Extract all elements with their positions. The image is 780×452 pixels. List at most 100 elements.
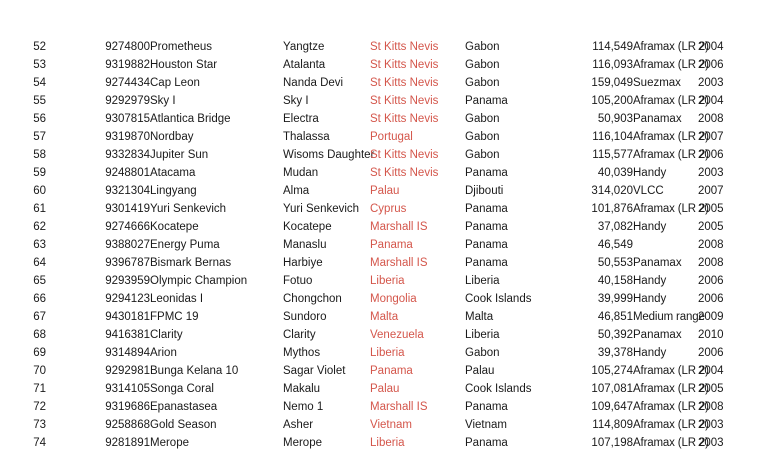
cell-name: Kocatepe	[150, 221, 199, 233]
cell-dwt: 39,378	[597, 347, 633, 359]
cell-dwt: 37,082	[597, 221, 633, 233]
cell-vessel: Nanda Devi	[283, 77, 344, 89]
cell-vessel: Asher	[283, 419, 314, 431]
cell-flag: Mongolia	[370, 293, 417, 305]
cell-dwt: 114,549	[592, 41, 633, 53]
cell-flag: Panama	[370, 365, 413, 377]
cell-rank: 61	[33, 203, 46, 215]
cell-vessel: Atalanta	[283, 59, 326, 71]
cell-type: Aframax (LR 2)	[633, 41, 709, 53]
cell-vessel: Mudan	[283, 167, 319, 179]
cell-vessel: Harbiye	[283, 257, 323, 269]
table-row: 65 9293959 Olympic Champion Fotuo Liberia Lib…	[0, 272, 780, 290]
cell-spacer	[46, 362, 102, 380]
cell-year: 2006	[698, 59, 724, 71]
cell-owner: Malta	[465, 311, 494, 323]
cell-dwt: 115,577	[592, 149, 633, 161]
table-row: 55 9292979 Sky I Sky I St Kitts Nevis Panama 1…	[0, 92, 780, 110]
cell-vessel: Wisoms Daughter	[283, 149, 375, 161]
cell-vessel: Fotuo	[283, 275, 313, 287]
cell-type: Aframax (LR 2)	[633, 383, 709, 395]
cell-owner: Gabon	[465, 149, 500, 161]
cell-flag: St Kitts Nevis	[370, 77, 439, 89]
cell-vessel: Thalassa	[283, 131, 330, 143]
cell-rank: 57	[33, 131, 46, 143]
cell-year: 2008	[698, 113, 724, 125]
cell-spacer	[46, 344, 102, 362]
cell-owner: Panama	[465, 203, 508, 215]
cell-dwt: 159,049	[591, 77, 633, 89]
cell-owner: Panama	[465, 437, 508, 449]
cell-type: Aframax (LR 2)	[633, 365, 709, 377]
cell-name: Prometheus	[150, 41, 213, 53]
cell-imo: 9258868	[105, 419, 150, 431]
cell-name: Leonidas I	[150, 293, 204, 305]
cell-spacer	[46, 380, 102, 398]
cell-owner: Djibouti	[465, 185, 504, 197]
cell-year: 2003	[698, 167, 724, 179]
cell-type: Aframax (LR 2)	[633, 149, 709, 161]
cell-vessel: Alma	[283, 185, 310, 197]
cell-flag: Liberia	[370, 347, 405, 359]
cell-rank: 60	[33, 185, 46, 197]
table-row: 62 9274666 Kocatepe Kocatepe Marshall IS Pana…	[0, 218, 780, 236]
cell-spacer	[46, 434, 102, 452]
cell-flag: Portugal	[370, 131, 413, 143]
table-row: 68 9416381 Clarity Clarity Venezuela Liberia 5…	[0, 326, 780, 344]
cell-owner: Liberia	[465, 329, 500, 341]
cell-type: Aframax (LR 2)	[633, 401, 709, 413]
cell-vessel: Mythos	[283, 347, 321, 359]
cell-year: 2006	[698, 293, 724, 305]
cell-name: Clarity	[150, 329, 183, 341]
cell-imo: 9314105	[105, 383, 150, 395]
cell-imo: 9321304	[105, 185, 150, 197]
cell-year: 2005	[698, 383, 724, 395]
cell-rank: 67	[33, 311, 46, 323]
cell-year: 2010	[698, 329, 724, 341]
cell-rank: 54	[33, 77, 46, 89]
cell-imo: 9319686	[105, 401, 150, 413]
table-row: 64 9396787 Bismark Bernas Harbiye Marshall I…	[0, 254, 780, 272]
cell-type: VLCC	[633, 185, 664, 197]
cell-imo: 9307815	[105, 113, 150, 125]
cell-vessel: Manaslu	[283, 239, 327, 251]
cell-rank: 66	[33, 293, 46, 305]
cell-flag: St Kitts Nevis	[370, 149, 439, 161]
cell-spacer	[46, 308, 102, 326]
cell-type: Aframax (LR 2)	[633, 59, 709, 71]
cell-dwt: 109,647	[591, 401, 633, 413]
table-row: 54 9274434 Cap Leon Nanda Devi St Kitts Nevi…	[0, 74, 780, 92]
cell-name: Atacama	[150, 167, 196, 179]
cell-spacer	[46, 272, 102, 290]
cell-imo: 9416381	[105, 329, 150, 341]
cell-dwt: 40,158	[597, 275, 633, 287]
cell-flag: Malta	[370, 311, 399, 323]
cell-year: 2004	[698, 95, 724, 107]
cell-year: 2008	[698, 239, 724, 251]
cell-spacer	[46, 38, 102, 56]
cell-spacer	[46, 416, 102, 434]
cell-rank: 64	[33, 257, 46, 269]
cell-spacer	[46, 398, 102, 416]
cell-dwt: 105,274	[591, 365, 633, 377]
cell-owner: Liberia	[465, 275, 500, 287]
cell-spacer	[46, 218, 102, 236]
cell-imo: 9274666	[105, 221, 150, 233]
cell-name: Bismark Bernas	[150, 257, 232, 269]
cell-rank: 53	[33, 59, 46, 71]
cell-owner: Vietnam	[465, 419, 507, 431]
cell-type: Handy	[633, 221, 667, 233]
cell-dwt: 107,081	[591, 383, 633, 395]
cell-name: Sky I	[150, 95, 176, 107]
table-row: 72 9319686 Epanastasea Nemo 1 Marshall IS Pan…	[0, 398, 780, 416]
table-row: 58 9332834 Jupiter Sun Wisoms Daughter St Ki…	[0, 146, 780, 164]
table-row: 70 9292981 Bunga Kelana 10 Sagar Violet Pana…	[0, 362, 780, 380]
cell-name: FPMC 19	[150, 311, 199, 323]
cell-flag: Palau	[370, 185, 400, 197]
cell-vessel: Yangtze	[283, 41, 325, 53]
cell-year: 2005	[698, 203, 724, 215]
cell-spacer	[46, 182, 102, 200]
cell-dwt: 314,020	[591, 185, 633, 197]
cell-imo: 9281891	[105, 437, 150, 449]
cell-type: Handy	[633, 275, 667, 287]
